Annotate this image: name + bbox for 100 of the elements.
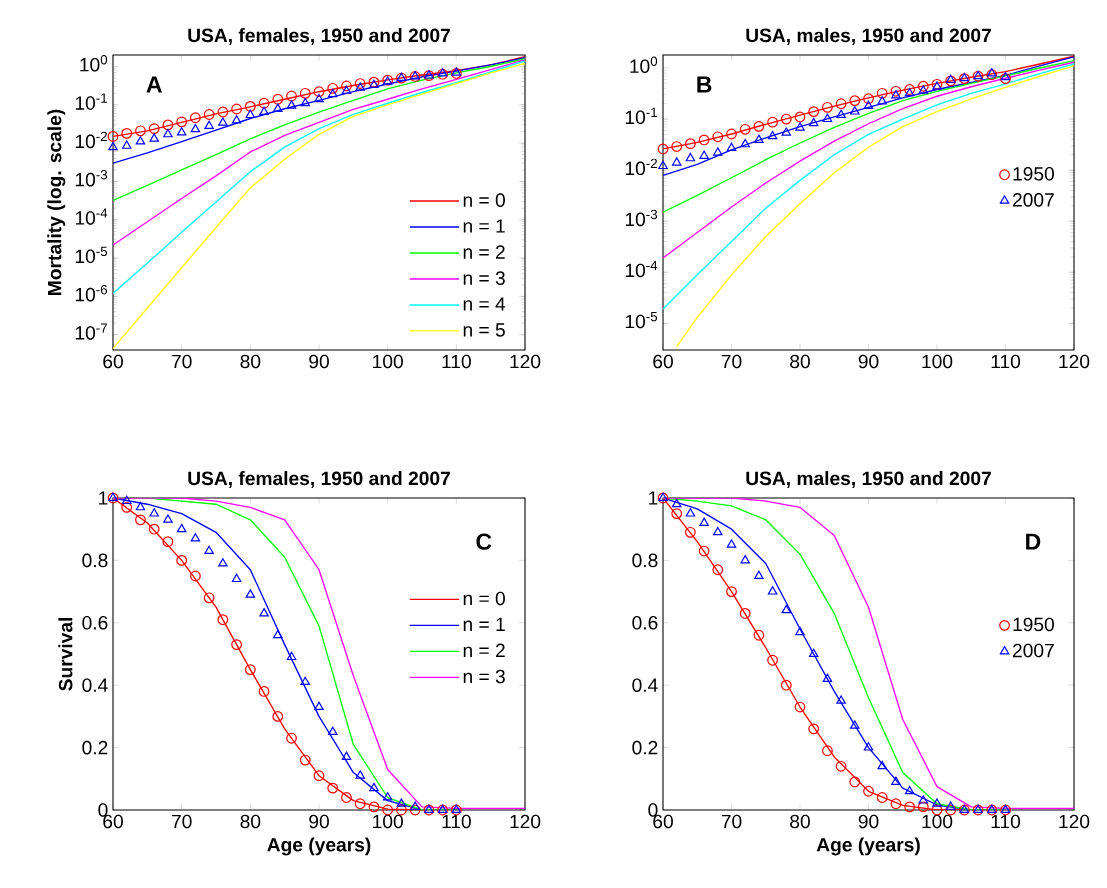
x-tick-label: 120: [1059, 354, 1090, 369]
line-series: [113, 60, 525, 295]
x-tick-label: 80: [790, 354, 810, 369]
point: [259, 106, 269, 116]
point: [313, 86, 325, 98]
point: [273, 629, 283, 639]
point: [890, 85, 902, 97]
legend-label: 2007: [1012, 193, 1054, 207]
y-tick-label: 10$^{-5}$: [75, 246, 108, 264]
point: [218, 558, 228, 567]
point: [245, 109, 256, 119]
annotation: B: [697, 76, 712, 93]
line-series: [676, 65, 1074, 348]
point: [217, 614, 229, 626]
point: [190, 533, 201, 542]
point: [835, 98, 847, 110]
legend-label: 1950: [1013, 617, 1054, 632]
point: [671, 508, 683, 519]
point: [767, 654, 779, 666]
point: [685, 152, 696, 162]
point: [299, 87, 311, 99]
point: [135, 514, 146, 526]
point: [808, 648, 819, 657]
y-tick-label: 0.8: [632, 553, 658, 568]
x-tick-label: 120: [1059, 814, 1090, 829]
point: [135, 125, 146, 137]
point: [149, 508, 159, 517]
line-series: [113, 62, 525, 350]
point: [327, 726, 338, 735]
point: [808, 106, 820, 118]
point: [300, 97, 311, 107]
point: [355, 770, 365, 779]
point: [850, 720, 860, 729]
point: [863, 785, 874, 797]
point: [671, 498, 682, 508]
point: [176, 554, 188, 566]
point: [327, 782, 339, 794]
y-tick-label: 10$^{-3}$: [625, 209, 658, 227]
x-tick-label: 90: [309, 814, 329, 829]
legend-label: n = 2: [463, 643, 505, 658]
point: [203, 592, 215, 604]
point: [713, 526, 723, 536]
point: [671, 141, 683, 152]
annotation: D: [1026, 533, 1041, 550]
y-tick-label: 10$^{0}$: [630, 56, 658, 74]
point: [712, 564, 724, 576]
point: [904, 785, 915, 795]
point: [162, 536, 174, 548]
point: [850, 106, 860, 115]
y-tick-label: 0.6: [632, 615, 658, 630]
y-tick-label: 10$^{-6}$: [75, 284, 108, 302]
point: [204, 120, 214, 130]
point: [121, 140, 132, 149]
point: [217, 106, 229, 118]
point: [327, 82, 339, 94]
y-axis-title: Mortality (log. scale): [47, 109, 66, 295]
y-tick-label: 1: [99, 491, 108, 505]
y-tick-label: 0.8: [82, 553, 108, 568]
point: [891, 90, 901, 99]
line-series: [663, 61, 1074, 259]
point: [259, 608, 269, 617]
point: [835, 760, 847, 772]
point: [176, 127, 187, 136]
y-tick-label: 10$^{0}$: [80, 55, 108, 72]
point: [231, 639, 243, 651]
point: [712, 131, 724, 143]
point: [917, 801, 929, 813]
point: [286, 732, 297, 744]
point: [739, 123, 751, 135]
point: [698, 545, 710, 557]
y-tick-label: 10$^{-2}$: [75, 131, 107, 149]
point: [300, 676, 311, 686]
point: [176, 116, 188, 128]
x-tick-label: 70: [721, 354, 742, 369]
point: [286, 100, 297, 109]
chart-title: USA, females, 1950 and 2007: [188, 471, 450, 488]
point: [699, 150, 709, 159]
point: [190, 570, 201, 582]
legend-label: n = 4: [463, 297, 506, 311]
x-tick-label: 70: [171, 354, 192, 369]
point: [231, 103, 243, 115]
y-tick-label: 10$^{-4}$: [75, 208, 108, 225]
point: [163, 128, 173, 138]
point: [148, 523, 160, 535]
y-tick-label: 0.2: [82, 740, 108, 755]
y-tick-label: 10$^{-7}$: [75, 323, 107, 340]
point: [244, 664, 256, 675]
x-tick-label: 120: [510, 354, 541, 369]
point: [368, 801, 380, 813]
x-tick-label: 100: [922, 354, 953, 369]
legend-label: n = 1: [463, 219, 505, 233]
line-series: [663, 63, 1074, 310]
legend-label: n = 3: [463, 669, 505, 684]
x-tick-label: 100: [373, 354, 403, 369]
point: [836, 695, 846, 704]
point: [204, 545, 214, 555]
point: [849, 776, 861, 788]
point: [713, 147, 723, 156]
point: [781, 127, 792, 136]
point: [671, 157, 682, 166]
